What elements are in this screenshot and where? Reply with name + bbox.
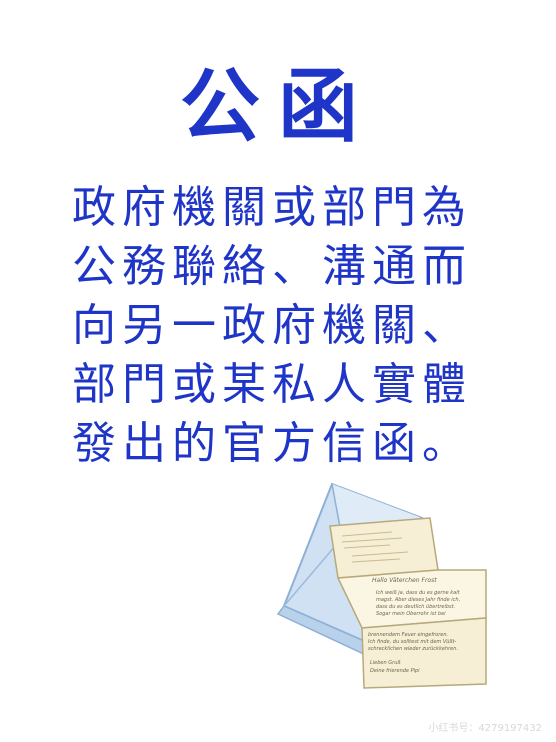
letter-paper xyxy=(329,517,487,689)
letter-line: dass du es deutlich übertreibst. xyxy=(376,604,455,610)
definition-line: 向另一政府機關、 xyxy=(72,300,472,351)
letter-line: magst. Aber dieses Jahr finde ich, xyxy=(376,597,460,603)
letter-line: schrecklichen wieder zurückkehren. xyxy=(368,646,458,652)
envelope-letter-illustration: Hallo Väterchen Frost Ich weiß ja, dass … xyxy=(276,482,487,689)
definition-line: 政府機關或部門為 xyxy=(72,182,472,233)
letter-line: brennendem Feuer eingefroren. xyxy=(368,632,448,638)
definition-line: 發出的官方信函。 xyxy=(72,418,472,469)
definition-text: 政府機關或部門為 公務聯絡、溝通而 向另一政府機關、 部門或某私人實體 發出的官… xyxy=(72,178,492,473)
definition-line: 部門或某私人實體 xyxy=(72,359,472,410)
letter-signature: Deine frierende Pipi xyxy=(370,668,420,674)
letter-greeting: Hallo Väterchen Frost xyxy=(372,577,437,584)
letter-line: Ich finde, du solltest mit dem Vüßt- xyxy=(368,639,457,645)
letter-line: Ich weiß ja, dass du es gerne kalt xyxy=(376,590,461,596)
page-title: 公函 xyxy=(180,59,376,153)
definition-line: 公務聯絡、溝通而 xyxy=(72,241,472,292)
letter-text: Hallo Väterchen Frost Ich weiß ja, dass … xyxy=(368,577,461,674)
watermark: 小红书号：4279197432 xyxy=(428,723,542,734)
letter-line: Sogar mein Oberrohr ist bei xyxy=(376,611,446,617)
letter-closing: Lieben Gruß xyxy=(370,660,401,666)
